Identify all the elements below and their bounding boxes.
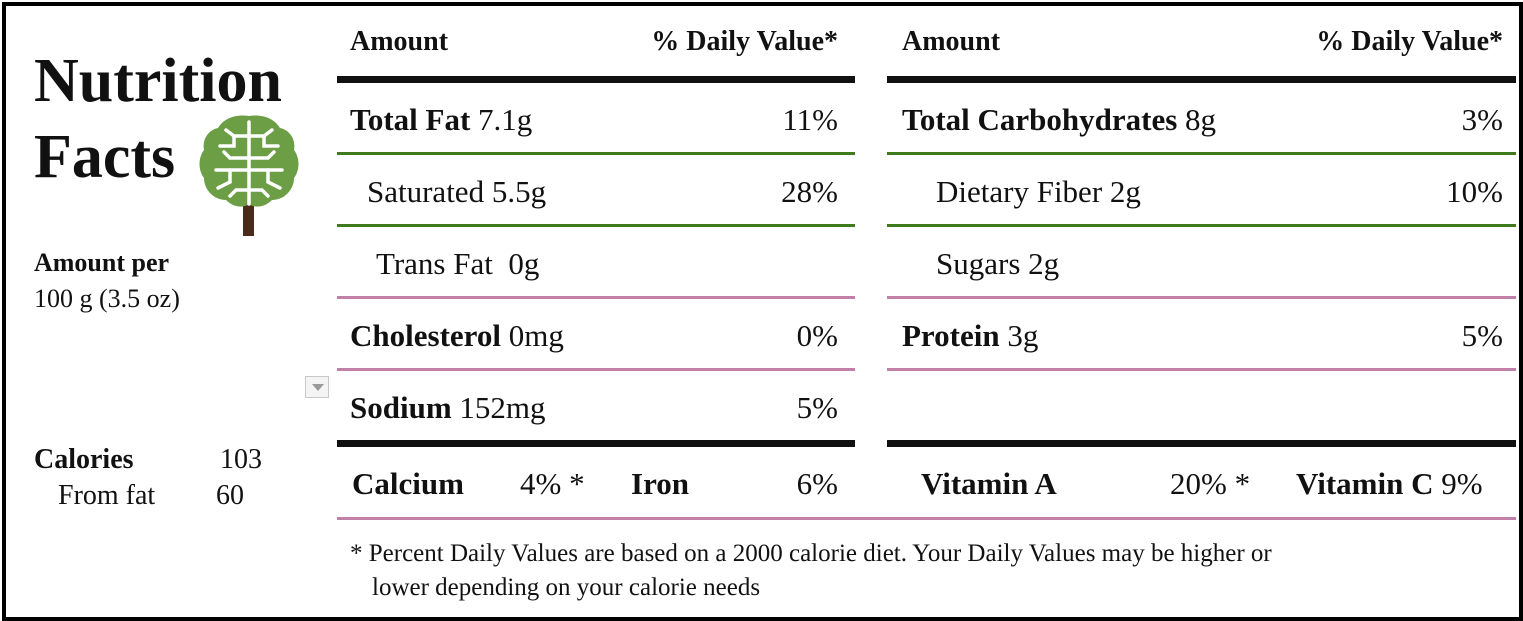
row-total-fat-dv: 11% — [782, 102, 838, 137]
right-header-amount: Amount — [902, 26, 1001, 57]
chevron-down-icon — [312, 384, 324, 391]
title-line-1: Nutrition — [34, 47, 282, 115]
calcium-value: 4% * — [520, 466, 585, 501]
row-saturated-dv: 28% — [781, 174, 838, 209]
row-protein-dv: 5% — [1461, 318, 1503, 353]
iron-label: Iron — [631, 466, 690, 501]
left-vitamin-rule — [337, 440, 855, 447]
left-header-amount: Amount — [350, 26, 449, 57]
calories-label: Calories — [34, 444, 134, 475]
row-sodium: Sodium 152mg — [350, 390, 546, 425]
row-protein: Protein 3g — [902, 318, 1039, 353]
row-cholesterol-dv: 0% — [796, 318, 838, 353]
row-dietary-fiber-dv: 10% — [1446, 174, 1503, 209]
right-vitamin-rule — [887, 440, 1516, 447]
left-rule-4 — [337, 368, 855, 371]
left-rule-3 — [337, 296, 855, 299]
serving-size: 100 g (3.5 oz) — [34, 284, 180, 313]
row-total-fat: Total Fat 7.1g — [350, 102, 533, 137]
left-rule-2 — [337, 224, 855, 227]
row-cholesterol: Cholesterol 0mg — [350, 318, 564, 353]
row-sodium-dv: 5% — [796, 390, 838, 425]
right-rule-2 — [887, 224, 1516, 227]
right-rule-1 — [887, 152, 1516, 155]
right-header-daily-value: % Daily Value* — [1316, 26, 1503, 57]
footnote-line-1: * Percent Daily Values are based on a 20… — [350, 540, 1272, 567]
vitamin-a-value: 20% * — [1170, 466, 1251, 501]
footnote-line-2: lower depending on your calorie needs — [372, 574, 761, 601]
iron-value: 6% — [796, 466, 838, 501]
row-total-carbohydrates: Total Carbohydrates 8g — [902, 102, 1217, 137]
row-dietary-fiber: Dietary Fiber 2g — [936, 174, 1141, 209]
left-rule-1 — [337, 152, 855, 155]
row-trans-fat: Trans Fat 0g — [376, 246, 540, 281]
right-header-rule — [887, 76, 1516, 83]
left-header-daily-value: % Daily Value* — [651, 26, 838, 57]
row-total-carbohydrates-dv: 3% — [1461, 102, 1503, 137]
vitamin-c: Vitamin C 9% — [1296, 466, 1483, 501]
from-fat-value: 60 — [216, 480, 244, 511]
collapse-toggle-button[interactable] — [305, 376, 329, 398]
row-saturated: Saturated 5.5g — [367, 174, 547, 209]
vitamin-bottom-rule — [337, 517, 1516, 520]
tree-brain-icon — [199, 115, 299, 236]
calories-value: 103 — [220, 444, 262, 475]
title-line-2: Facts — [34, 123, 176, 191]
serving-label: Amount per — [34, 248, 170, 277]
row-sugars: Sugars 2g — [936, 246, 1060, 281]
right-rule-4 — [887, 368, 1516, 371]
vitamin-a-label: Vitamin A — [921, 466, 1057, 501]
right-rule-3 — [887, 296, 1516, 299]
calcium-label: Calcium — [352, 466, 464, 501]
left-header-rule — [337, 76, 855, 83]
from-fat-label: From fat — [58, 480, 156, 511]
